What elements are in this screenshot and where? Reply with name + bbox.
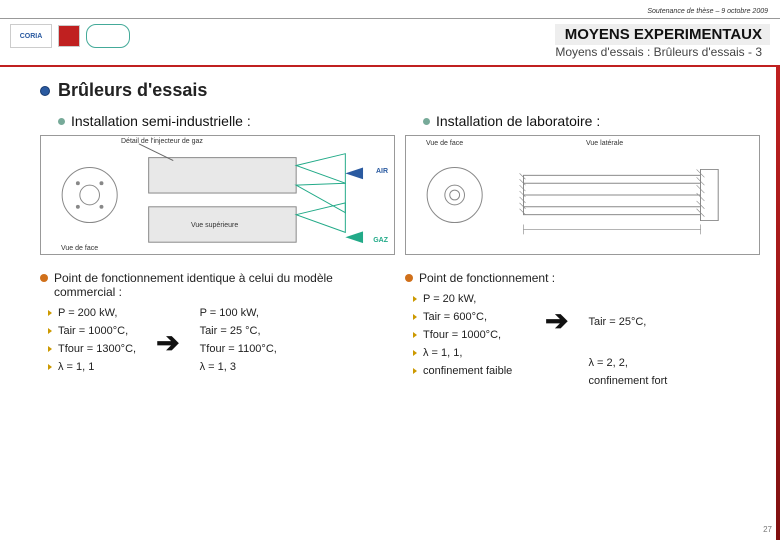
list-item: Tfour = 1100°C,	[200, 343, 277, 355]
item-text: λ = 1, 3	[200, 361, 236, 373]
item-text: Tfour = 1000°C,	[423, 329, 501, 341]
bullet-icon	[40, 274, 48, 282]
item-text: P = 20 kW,	[423, 293, 476, 305]
list-item: λ = 2, 2,	[588, 357, 698, 369]
list-item: λ = 1, 1,	[405, 347, 525, 359]
item-text: Tair = 1000°C,	[58, 325, 128, 337]
right-items-row: P = 20 kW, Tair = 600°C, Tfour = 1000°C,…	[405, 293, 760, 393]
main-heading-text: Brûleurs d'essais	[58, 80, 207, 101]
hand-icon	[405, 348, 417, 358]
list-item: Tair = 600°C,	[405, 311, 525, 323]
list-item: Tair = 25 °C,	[200, 325, 277, 337]
right-items-col2: Tair = 25°C, λ = 2, 2, confinement fort	[588, 293, 698, 393]
left-diagram: Détail de l'injecteur de gaz Vue de face…	[40, 135, 395, 255]
list-item: P = 100 kW,	[200, 307, 277, 319]
hand-icon	[405, 312, 417, 322]
diag-label: Vue de face	[61, 245, 98, 252]
hand-icon	[40, 308, 52, 318]
right-point-text: Point de fonctionnement :	[405, 271, 760, 285]
hand-icon	[405, 330, 417, 340]
red-sidebar	[776, 67, 780, 540]
item-text: Tfour = 1300°C,	[58, 343, 136, 355]
bullet-icon	[40, 86, 50, 96]
bullet-icon	[423, 118, 430, 125]
left-point-text: Point de fonctionnement identique à celu…	[40, 271, 395, 299]
header: MOYENS EXPERIMENTAUX Moyens d'essais : B…	[555, 24, 770, 59]
list-item: Tair = 1000°C,	[40, 325, 136, 337]
diag-label: Vue latérale	[586, 140, 623, 147]
arrow-right-icon: ➔	[156, 329, 179, 357]
diagram-svg	[41, 136, 394, 254]
header-subtitle: Moyens d'essais : Brûleurs d'essais - 3	[555, 45, 770, 59]
left-items-col2: P = 100 kW, Tair = 25 °C, Tfour = 1100°C…	[200, 307, 277, 379]
columns: Installation semi-industrielle :	[40, 113, 760, 393]
top-divider	[0, 18, 780, 19]
list-item: λ = 1, 1	[40, 361, 136, 373]
list-item: confinement fort	[588, 375, 698, 387]
arrow-right-icon: ➔	[545, 307, 568, 335]
left-column: Installation semi-industrielle :	[40, 113, 395, 393]
content: Brûleurs d'essais Installation semi-indu…	[40, 80, 760, 393]
item-text: Tair = 25 °C,	[200, 325, 261, 337]
left-items-row: P = 200 kW, Tair = 1000°C, Tfour = 1300°…	[40, 307, 395, 379]
item-text: Tfour = 1100°C,	[200, 343, 277, 355]
left-title: Installation semi-industrielle :	[58, 113, 395, 129]
item-text: λ = 2, 2,	[588, 357, 627, 369]
item-text: confinement faible	[423, 365, 512, 377]
date-line: Soutenance de thèse – 9 octobre 2009	[647, 8, 768, 15]
logo-row: CORIA	[10, 24, 130, 48]
left-title-text: Installation semi-industrielle :	[71, 113, 251, 129]
list-item: λ = 1, 3	[200, 361, 277, 373]
main-heading: Brûleurs d'essais	[40, 80, 760, 101]
list-item: confinement faible	[405, 365, 525, 377]
bullet-icon	[58, 118, 65, 125]
logo-gdf	[86, 24, 130, 48]
item-text: λ = 1, 1	[58, 361, 94, 373]
list-item: Tair = 25°C,	[588, 316, 698, 328]
left-point-text-val: Point de fonctionnement identique à celu…	[54, 271, 395, 299]
diag-label: Vue supérieure	[191, 222, 238, 229]
item-text: confinement fort	[588, 375, 667, 387]
logo-2	[58, 25, 80, 47]
red-divider	[0, 65, 780, 67]
logo-coria: CORIA	[10, 24, 52, 48]
hand-icon	[40, 326, 52, 336]
left-items-col1: P = 200 kW, Tair = 1000°C, Tfour = 1300°…	[40, 307, 136, 379]
header-title: MOYENS EXPERIMENTAUX	[555, 24, 770, 45]
item-text: λ = 1, 1,	[423, 347, 462, 359]
right-point-text-val: Point de fonctionnement :	[419, 271, 555, 285]
item-text: P = 100 kW,	[200, 307, 259, 319]
hand-icon	[405, 294, 417, 304]
list-item: P = 20 kW,	[405, 293, 525, 305]
list-item: Tfour = 1300°C,	[40, 343, 136, 355]
spacer	[588, 334, 698, 351]
right-diagram: Vue de face Vue latérale	[405, 135, 760, 255]
hand-icon	[405, 366, 417, 376]
hand-icon	[40, 362, 52, 372]
diagram-svg	[406, 136, 759, 254]
gaz-label: GAZ	[373, 237, 388, 244]
air-label: AIR	[376, 168, 388, 175]
bullet-icon	[405, 274, 413, 282]
diag-label: Vue de face	[426, 140, 463, 147]
hand-icon	[40, 344, 52, 354]
right-column: Installation de laboratoire :	[405, 113, 760, 393]
page-number: 27	[763, 525, 772, 534]
list-item: Tfour = 1000°C,	[405, 329, 525, 341]
spacer	[588, 293, 698, 310]
item-text: Tair = 25°C,	[588, 316, 646, 328]
item-text: Tair = 600°C,	[423, 311, 487, 323]
item-text: P = 200 kW,	[58, 307, 117, 319]
list-item: P = 200 kW,	[40, 307, 136, 319]
diag-label: Détail de l'injecteur de gaz	[121, 138, 203, 145]
right-title: Installation de laboratoire :	[423, 113, 760, 129]
right-title-text: Installation de laboratoire :	[436, 113, 600, 129]
right-items-col1: P = 20 kW, Tair = 600°C, Tfour = 1000°C,…	[405, 293, 525, 393]
